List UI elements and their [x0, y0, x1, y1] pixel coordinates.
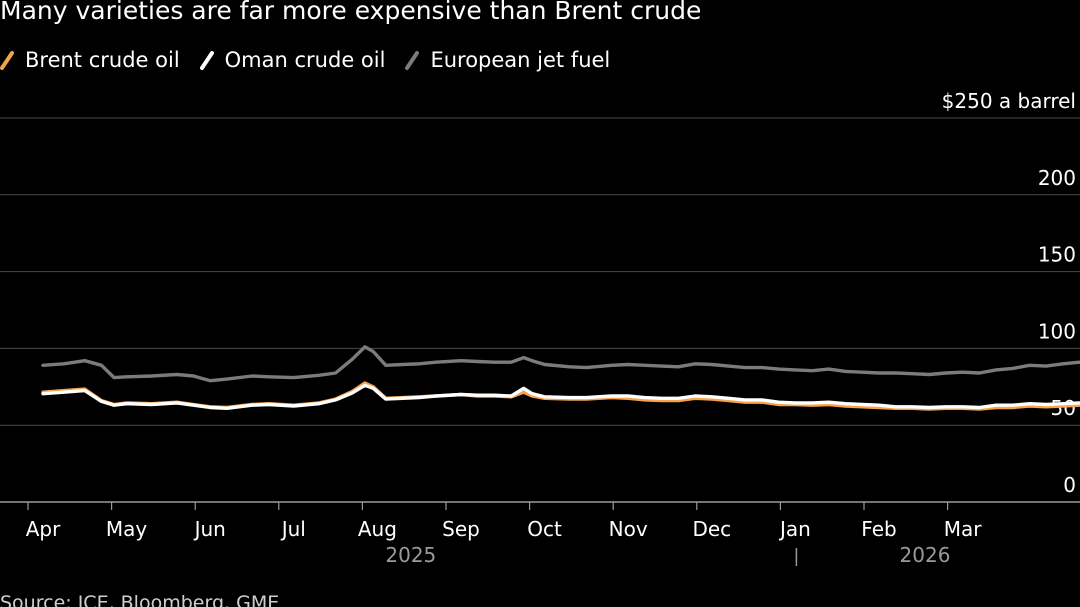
x-tick-label-feb: Feb — [861, 517, 896, 541]
legend-label-brent: Brent crude oil — [25, 48, 180, 72]
legend-swatch-brent — [0, 49, 14, 71]
y-tick-label-200: 200 — [1038, 166, 1076, 190]
legend: Brent crude oil Oman crude oil European … — [0, 46, 630, 74]
y-tick-label-0: 0 — [1063, 473, 1076, 497]
series-line-oman-crude-oil — [41, 383, 1080, 410]
chart-title: Many varieties are far more expensive th… — [0, 0, 702, 25]
x-tick-label-jan: Jan — [778, 517, 811, 541]
x-tick-label-dec: Dec — [692, 517, 731, 541]
x-tick-label-sep: Sep — [442, 517, 480, 541]
x-tick-label-nov: Nov — [609, 517, 648, 541]
x-tick-label-oct: Oct — [527, 517, 562, 541]
x-year-label-2026: 2026 — [900, 543, 951, 567]
legend-item-jet-fuel: European jet fuel — [405, 48, 610, 72]
source-note: Source: ICE, Bloomberg, GME — [0, 592, 280, 607]
x-year-label-2025: 2025 — [385, 543, 436, 567]
x-tick-label-aug: Aug — [358, 517, 397, 541]
line-chart: 0 50 100 150 200 $250 a barrel Apr May Jun Jul Aug… — [0, 89, 1080, 567]
series-line-european-jet-fuel — [41, 345, 1080, 383]
legend-swatch-oman — [199, 49, 214, 71]
legend-swatch-jet-fuel — [405, 49, 420, 71]
y-axis-unit-label: $250 a barrel — [942, 89, 1076, 113]
y-tick-label-50: 50 — [1051, 396, 1076, 420]
x-tick-label-mar: Mar — [944, 517, 983, 541]
x-tick-label-may: May — [106, 517, 148, 541]
y-tick-label-150: 150 — [1038, 243, 1076, 267]
legend-item-brent: Brent crude oil — [0, 48, 180, 72]
y-tick-label-100: 100 — [1038, 319, 1076, 343]
x-tick-label-apr: Apr — [26, 517, 61, 541]
x-tick-label-jun: Jun — [193, 517, 226, 541]
legend-label-jet-fuel: European jet fuel — [430, 48, 611, 72]
legend-label-oman: Oman crude oil — [224, 48, 386, 72]
legend-item-oman: Oman crude oil — [199, 48, 386, 72]
x-tick-label-jul: Jul — [280, 517, 306, 541]
